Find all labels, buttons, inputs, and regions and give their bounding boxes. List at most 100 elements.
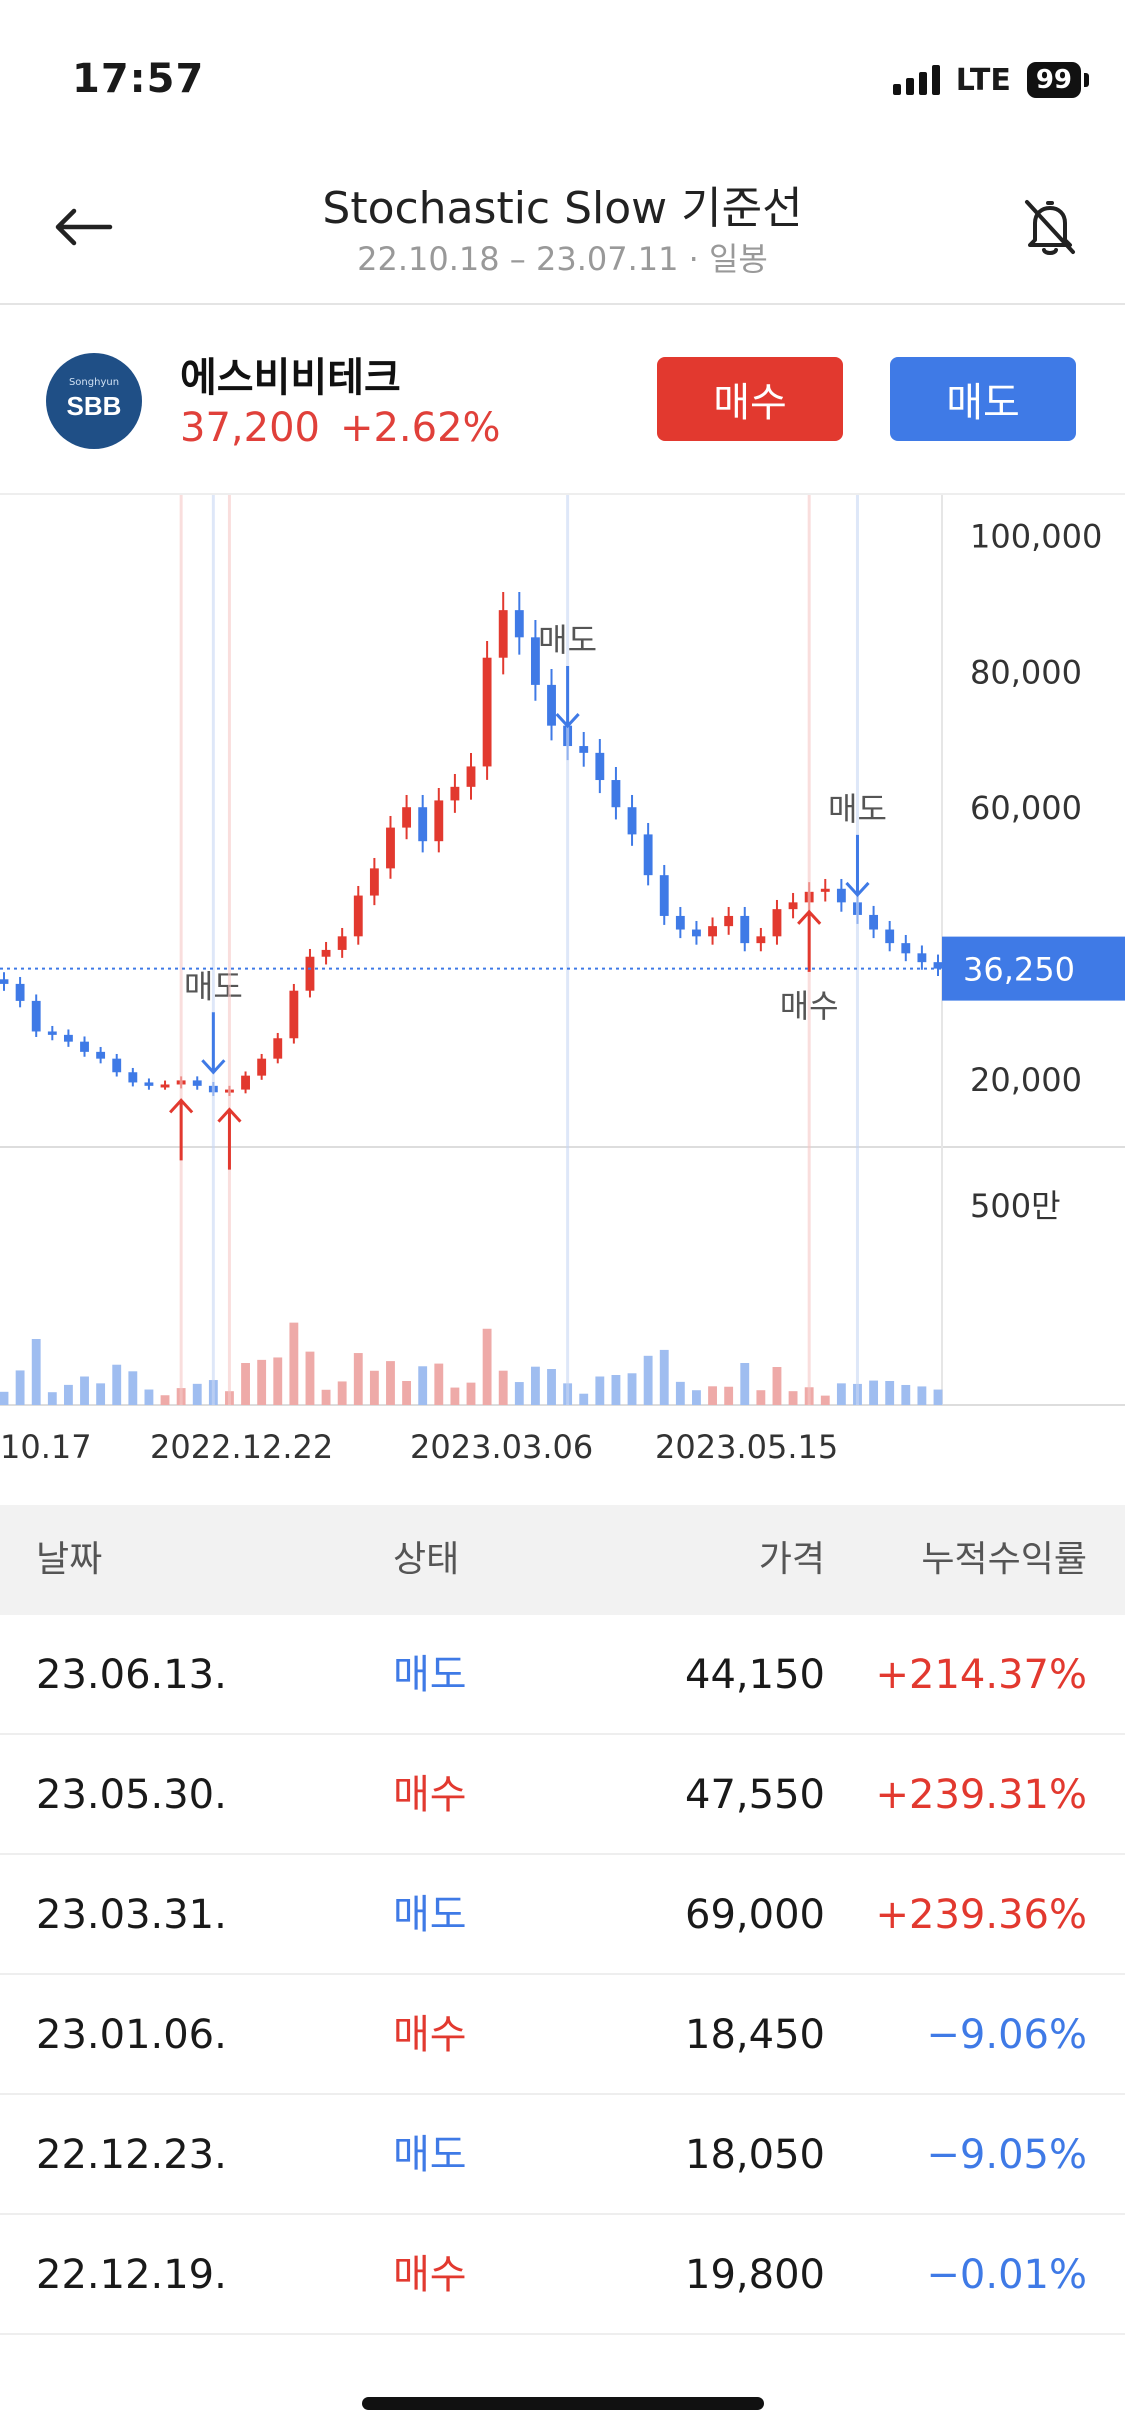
- volume-bar: [257, 1359, 267, 1405]
- x-tick-label: 10.17: [0, 1428, 92, 1466]
- alert-toggle-button[interactable]: [1015, 192, 1085, 262]
- table-row[interactable]: 22.12.19. 매수 19,800 −0.01%: [0, 2215, 1125, 2335]
- candle: [692, 929, 701, 937]
- candle: [15, 983, 25, 1001]
- y-tick-label: 60,000: [970, 789, 1082, 827]
- volume-bar: [418, 1366, 428, 1405]
- page-header: Stochastic Slow 기준선 22.10.18 – 23.07.11 …: [0, 150, 1125, 305]
- row-price: 69,000: [685, 1892, 825, 1938]
- table-row[interactable]: 23.06.13. 매도 44,150 +214.37%: [0, 1615, 1125, 1735]
- buy-arrow-icon: [797, 909, 822, 972]
- table-row[interactable]: 23.03.31. 매도 69,000 +239.36%: [0, 1855, 1125, 1975]
- row-return: +239.31%: [875, 1772, 1087, 1818]
- candle: [31, 1000, 41, 1032]
- volume-bar: [482, 1328, 492, 1405]
- stock-price: 37,200: [180, 405, 320, 451]
- y-tick-label: 80,000: [970, 653, 1082, 691]
- candle: [740, 915, 750, 944]
- volume-bar: [337, 1381, 347, 1405]
- current-price-label: 36,250: [963, 951, 1075, 989]
- current-price-tag: [942, 936, 1125, 1001]
- candle: [321, 949, 331, 957]
- table-header: 날짜 상태 가격 누적수익률: [0, 1505, 1125, 1615]
- candle: [289, 990, 299, 1039]
- candle: [756, 936, 766, 944]
- candle: [466, 766, 476, 787]
- table-row[interactable]: 23.01.06. 매수 18,450 −9.06%: [0, 1975, 1125, 2095]
- volume-bar: [724, 1386, 734, 1405]
- row-date: 23.03.31.: [36, 1892, 227, 1938]
- row-price: 19,800: [685, 2252, 825, 2298]
- stock-price-line: 37,200 +2.62%: [180, 405, 501, 451]
- battery-icon: 99: [1026, 62, 1089, 98]
- page-title: Stochastic Slow 기준선: [322, 183, 803, 234]
- volume-bar: [192, 1383, 202, 1405]
- volume-bar: [434, 1363, 444, 1405]
- volume-bar: [47, 1392, 57, 1405]
- candle: [611, 780, 621, 808]
- row-return: +214.37%: [875, 1652, 1087, 1698]
- candle: [402, 807, 412, 828]
- volume-bar: [15, 1370, 25, 1405]
- volume-bar: [321, 1389, 331, 1405]
- row-return: −0.01%: [926, 2252, 1087, 2298]
- volume-bar: [112, 1364, 122, 1405]
- buy-arrow-icon: [217, 1107, 242, 1170]
- volume-bar: [740, 1363, 750, 1405]
- volume-bar: [80, 1376, 89, 1405]
- table-row[interactable]: 22.12.23. 매도 18,050 −9.05%: [0, 2095, 1125, 2215]
- volume-bar: [498, 1370, 508, 1405]
- table-row[interactable]: 23.05.30. 매수 47,550 +239.31%: [0, 1735, 1125, 1855]
- status-bar: 17:57 LTE 99: [0, 0, 1125, 150]
- candle: [547, 684, 556, 726]
- candle: [675, 915, 685, 930]
- volume-bar: [31, 1339, 41, 1405]
- row-state: 매도: [393, 2132, 467, 2178]
- candle: [885, 929, 895, 944]
- volume-bar: [836, 1383, 846, 1405]
- candle: [530, 637, 540, 685]
- candle: [369, 868, 379, 896]
- volume-bar: [820, 1395, 830, 1405]
- row-price: 18,450: [685, 2012, 825, 2058]
- candle: [434, 800, 444, 842]
- back-button[interactable]: [48, 192, 118, 262]
- candle: [901, 943, 911, 954]
- volume-bar: [772, 1367, 782, 1405]
- network-type: LTE: [955, 62, 1011, 98]
- stock-summary: Songhyun SBB 에스비비테크 37,200 +2.62% 매수 매도: [0, 305, 1125, 495]
- chart-canvas[interactable]: 100,00080,00060,00020,000500만매도매도매수매도36,…: [0, 495, 1125, 1485]
- candle: [386, 827, 395, 869]
- volume-bar: [514, 1382, 524, 1405]
- candle: [869, 914, 879, 930]
- candle: [241, 1075, 250, 1090]
- volume-bar: [450, 1387, 460, 1405]
- candle: [192, 1080, 202, 1086]
- buy-signal-label: 매수: [780, 987, 839, 1025]
- volume-bar: [885, 1381, 895, 1405]
- volume-bar: [144, 1389, 154, 1405]
- header-date: 날짜: [36, 1539, 103, 1580]
- battery-level: 99: [1026, 62, 1081, 98]
- signal-icon: [892, 65, 940, 95]
- candle: [659, 875, 669, 916]
- volume-bar: [595, 1376, 605, 1405]
- row-date: 23.05.30.: [36, 1772, 227, 1818]
- row-state: 매수: [393, 2012, 467, 2058]
- status-icons: LTE 99: [892, 60, 1089, 100]
- volume-bar: [933, 1389, 943, 1405]
- price-chart[interactable]: 100,000 80,000 60,000 20,000 500만 매도 매도 매수 매도 36,…: [0, 495, 1125, 1485]
- home-indicator[interactable]: [362, 2397, 764, 2410]
- candle: [450, 786, 460, 801]
- candle: [643, 834, 653, 876]
- sell-button[interactable]: 매도: [890, 357, 1076, 441]
- logo-text: SBB: [66, 391, 122, 421]
- stock-name: 에스비비테크: [180, 355, 401, 401]
- volume-bar: [627, 1373, 637, 1405]
- candle: [144, 1082, 154, 1086]
- candle: [0, 979, 9, 984]
- volume-bar: [305, 1351, 315, 1405]
- candle: [836, 888, 846, 903]
- volume-bar: [0, 1391, 9, 1405]
- buy-button[interactable]: 매수: [657, 357, 843, 441]
